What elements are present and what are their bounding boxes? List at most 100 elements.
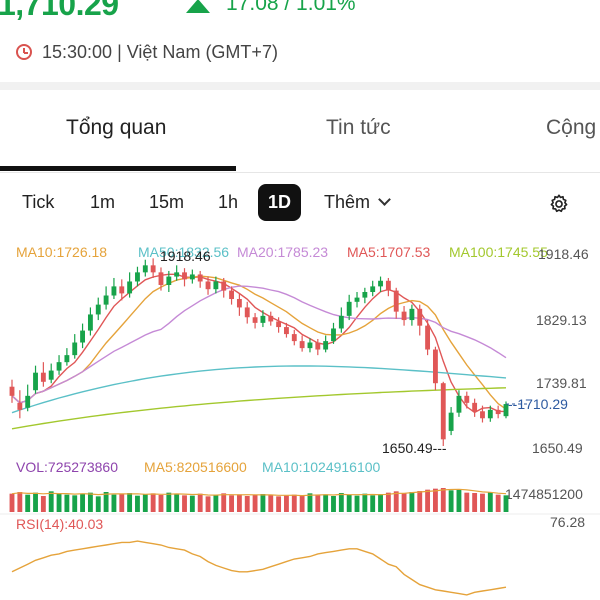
- interval-1d[interactable]: 1D: [258, 184, 302, 221]
- quote-header: 1,710.29 17.08 / 1.01%: [0, 0, 600, 30]
- clock-icon: [16, 44, 32, 60]
- volume-ma10-label: MA10:1024916100: [262, 459, 381, 475]
- volume-bar: [40, 496, 46, 512]
- volume-bar: [370, 495, 376, 512]
- interval-1h[interactable]: 1h: [218, 192, 239, 212]
- volume-bar: [205, 496, 211, 512]
- candle-body: [189, 274, 195, 280]
- candle-body: [25, 395, 31, 408]
- volume-bar: [135, 495, 140, 512]
- interval-15m[interactable]: 15m: [149, 192, 185, 212]
- volume-bar: [111, 494, 117, 512]
- candle-body: [378, 280, 383, 287]
- volume-bar: [127, 493, 133, 512]
- gear-icon[interactable]: [548, 193, 570, 215]
- candle-body: [401, 311, 407, 321]
- volume-bar: [221, 493, 227, 512]
- candle-body: [409, 308, 415, 321]
- candle-body: [268, 315, 274, 322]
- volume-bar: [150, 493, 156, 512]
- volume-bar: [189, 495, 195, 512]
- volume-bar: [417, 491, 423, 512]
- ma100-line: [11, 387, 507, 430]
- volume-axis-label: 1474851200: [505, 486, 583, 502]
- volume-bar: [378, 494, 383, 512]
- volume-bar: [64, 494, 70, 512]
- volume-bar: [495, 494, 501, 512]
- volume-bar: [503, 495, 509, 512]
- volume-label: VOL:725273860: [16, 459, 118, 475]
- volume-bar: [432, 488, 438, 512]
- interval-selector: Tick 1m 15m 1h 1D Thêm: [0, 184, 600, 224]
- volume-bar: [385, 492, 391, 512]
- volume-bar: [487, 492, 493, 512]
- candle-body: [87, 314, 93, 331]
- volume-bar: [48, 491, 54, 512]
- section-divider: [0, 82, 600, 90]
- candle-body: [331, 328, 336, 342]
- candle-body: [495, 409, 501, 415]
- candle-body: [252, 317, 258, 323]
- index-price: 1,710.29: [0, 0, 119, 22]
- candle-body: [393, 290, 399, 312]
- legend-ma5: MA5:1707.53: [347, 244, 431, 260]
- volume-bar: [9, 493, 15, 512]
- volume-bar: [331, 496, 336, 512]
- candle-body: [95, 304, 101, 315]
- volume-bar: [448, 490, 454, 512]
- rsi-label: RSI(14):40.03: [16, 516, 104, 532]
- candle-body: [221, 281, 227, 291]
- candle-body: [174, 272, 180, 277]
- interval-1m[interactable]: 1m: [90, 192, 116, 212]
- tab-overview[interactable]: Tổng quan: [66, 116, 167, 139]
- volume-bar: [182, 495, 187, 512]
- rsi-line: [11, 540, 507, 596]
- candle-body: [315, 342, 321, 350]
- tab-community[interactable]: Cộng: [546, 116, 597, 139]
- volume-bar: [87, 492, 93, 512]
- volume-bar: [425, 489, 431, 512]
- chevron-down-icon: [378, 193, 391, 206]
- candle-body: [385, 280, 391, 291]
- candle-body: [464, 395, 470, 403]
- candle-body: [284, 327, 289, 335]
- volume-bar: [362, 493, 368, 512]
- legend-ma10: MA10:1726.18: [16, 244, 108, 260]
- volume-bar: [354, 495, 360, 512]
- candle-body: [9, 386, 15, 396]
- tab-news[interactable]: Tin tức: [326, 116, 391, 139]
- candle-body: [40, 372, 46, 382]
- candle-body: [338, 315, 344, 329]
- candlestick-chart[interactable]: [0, 236, 600, 600]
- volume-bar: [456, 490, 462, 512]
- candle-body: [299, 341, 305, 349]
- volume-bar: [307, 493, 313, 512]
- legend-ma100: MA100:1745.55: [449, 244, 548, 260]
- last-price-value: 1710.29: [517, 396, 568, 412]
- candle-body: [456, 395, 462, 413]
- volume-bar: [174, 494, 180, 512]
- volume-bar: [80, 494, 86, 512]
- legend-ma50: MA50:1832.56: [138, 244, 230, 260]
- timestamp: 15:30:00 | Việt Nam (GMT+7): [42, 41, 278, 62]
- tab-bar: Tổng quan Tin tức Cộng: [0, 90, 600, 173]
- candle-body: [307, 342, 313, 349]
- interval-tick[interactable]: Tick: [22, 192, 55, 212]
- candle-body: [119, 286, 125, 294]
- volume-bar: [480, 493, 485, 512]
- price-axis-label: 1829.13: [536, 312, 587, 328]
- volume-bar: [197, 493, 203, 512]
- volume-bar: [95, 496, 101, 512]
- candle-body: [17, 402, 23, 410]
- candle-body: [150, 265, 156, 273]
- rsi-axis-label: 76.28: [550, 514, 586, 530]
- volume-bar: [236, 494, 242, 512]
- candle-body: [276, 321, 282, 328]
- candle-body: [487, 409, 493, 419]
- candle-body: [440, 383, 446, 440]
- volume-bar: [338, 493, 344, 512]
- volume-bar: [244, 496, 250, 512]
- more-intervals-button[interactable]: Thêm: [324, 192, 391, 213]
- candle-body: [64, 355, 70, 363]
- candle-body: [72, 342, 78, 356]
